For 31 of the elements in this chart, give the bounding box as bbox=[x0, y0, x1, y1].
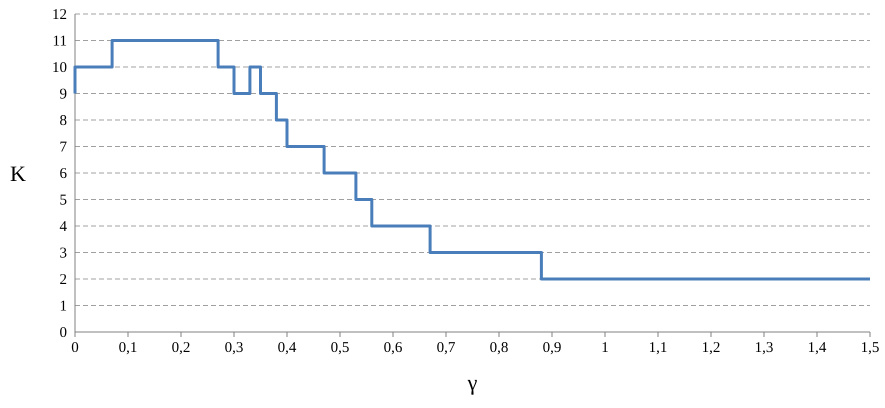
y-tick-label: 12 bbox=[52, 7, 67, 23]
x-axis-title: γ bbox=[466, 370, 478, 395]
x-tick-label: 1,2 bbox=[702, 340, 720, 356]
y-tick-label: 5 bbox=[60, 192, 67, 208]
y-tick-label: 9 bbox=[60, 86, 67, 102]
y-tick-label: 3 bbox=[60, 246, 67, 262]
y-tick-label: 10 bbox=[52, 60, 67, 76]
x-tick-label: 0,4 bbox=[278, 340, 297, 356]
y-tick-label: 8 bbox=[60, 113, 67, 129]
x-tick-label: 0,6 bbox=[384, 340, 403, 356]
y-tick-label: 6 bbox=[60, 166, 68, 182]
x-tick-label: 0 bbox=[71, 340, 79, 356]
x-tick-label: 1,4 bbox=[808, 340, 827, 356]
x-tick-label: 0,3 bbox=[224, 340, 244, 356]
y-tick-label: 0 bbox=[60, 325, 67, 341]
x-tick-label: 1 bbox=[601, 340, 609, 356]
y-axis-title: K bbox=[10, 161, 26, 186]
x-tick-label: 1,3 bbox=[754, 340, 774, 356]
x-tick-label: 1,5 bbox=[860, 340, 880, 356]
x-tick-label: 1,1 bbox=[648, 340, 668, 356]
x-tick-label: 0,5 bbox=[330, 340, 350, 356]
y-tick-label: 7 bbox=[60, 140, 68, 156]
y-tick-label: 2 bbox=[60, 272, 67, 288]
x-tick-label: 0,7 bbox=[436, 340, 456, 356]
y-tick-label: 1 bbox=[60, 298, 67, 314]
y-tick-label: 4 bbox=[60, 219, 68, 235]
x-tick-label: 0,8 bbox=[490, 340, 508, 356]
x-tick-label: 0,2 bbox=[172, 340, 190, 356]
y-tick-label: 11 bbox=[52, 34, 67, 50]
x-tick-label: 0,9 bbox=[542, 340, 562, 356]
x-tick-label: 0,1 bbox=[118, 340, 138, 356]
